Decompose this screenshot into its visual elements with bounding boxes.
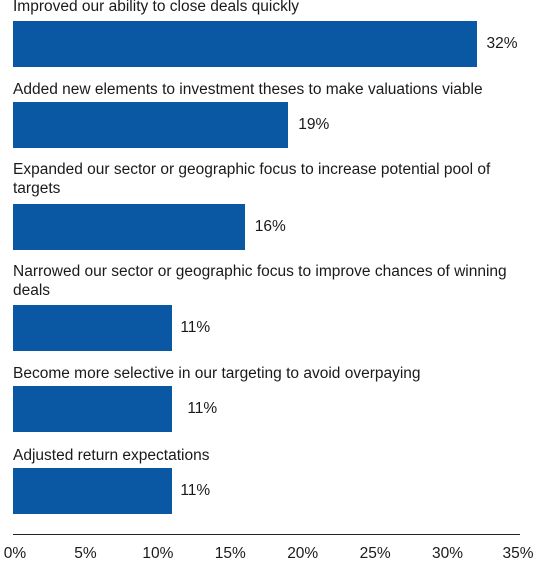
value-label: 19%	[298, 116, 330, 133]
bar	[13, 204, 245, 250]
value-label: 11%	[187, 400, 218, 417]
bar	[13, 386, 173, 432]
x-tick-label: 25%	[359, 545, 391, 562]
x-tick-label: 15%	[214, 545, 246, 562]
category-label: Expanded our sector or geographic focus …	[13, 161, 491, 197]
x-tick-label: 30%	[432, 545, 464, 562]
category-label: Adjusted return expectations	[13, 447, 210, 464]
category-label: Narrowed our sector or geographic focus …	[13, 263, 507, 299]
bar	[13, 21, 477, 67]
x-tick-label: 35%	[502, 545, 534, 562]
category-label: Improved our ability to close deals quic…	[13, 0, 300, 15]
bar	[13, 305, 173, 351]
bar	[13, 468, 173, 514]
x-tick-label: 20%	[287, 545, 319, 562]
value-label: 11%	[180, 482, 211, 499]
category-label: Become more selective in our targeting t…	[13, 365, 421, 382]
value-label: 32%	[486, 35, 518, 52]
x-tick-label: 10%	[142, 545, 174, 562]
x-axis-line	[13, 534, 520, 535]
x-tick-label: 0%	[3, 545, 27, 562]
category-label: Added new elements to investment theses …	[13, 81, 483, 98]
value-label: 11%	[180, 319, 211, 336]
bar	[13, 102, 289, 148]
value-label: 16%	[254, 218, 286, 235]
x-tick-label: 5%	[74, 545, 97, 562]
